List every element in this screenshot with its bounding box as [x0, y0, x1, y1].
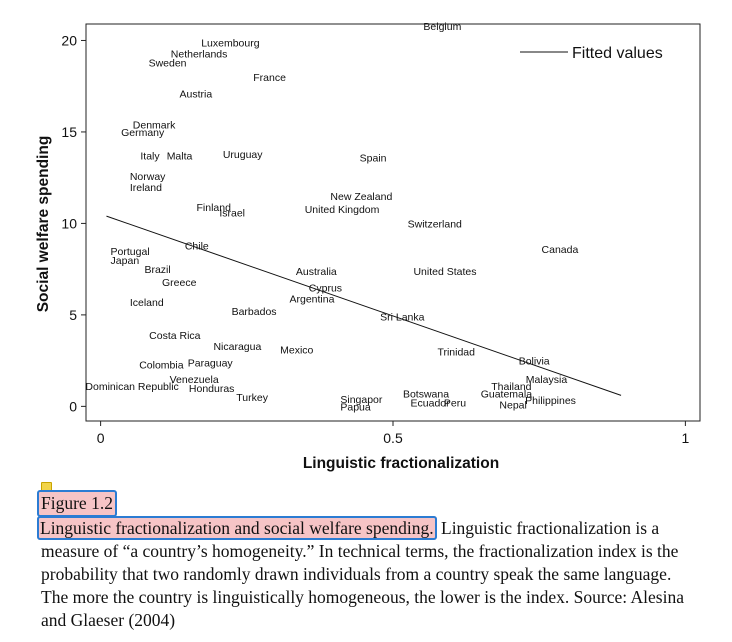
data-point: Singapor: [340, 394, 383, 406]
y-tick-label: 0: [69, 398, 77, 414]
data-point: Cyprus: [309, 282, 342, 294]
data-point: Germany: [121, 127, 165, 139]
x-axis-ticks: 0 0.5 1: [97, 421, 689, 446]
data-point: Philippines: [525, 395, 576, 407]
data-point: United Kingdom: [305, 204, 380, 216]
data-point: Portugal: [111, 246, 150, 258]
data-point: France: [253, 72, 286, 84]
data-point: Finland: [197, 202, 232, 214]
data-point: Netherlands: [171, 48, 228, 60]
figure-caption: Figure 1.2 Linguistic fractionalization …: [37, 490, 701, 632]
data-point: Peru: [444, 398, 466, 410]
data-point: Bolivia: [519, 356, 550, 368]
y-tick-label: 10: [61, 215, 77, 231]
data-point: Honduras: [189, 383, 235, 395]
y-axis-title: Social welfare spending: [35, 136, 52, 313]
data-point: Malaysia: [526, 374, 568, 386]
data-point: Malta: [167, 151, 193, 163]
data-point: Australia: [296, 266, 337, 278]
data-point: Belgium: [423, 21, 461, 33]
data-point: Barbados: [232, 306, 277, 318]
data-point: Costa Rica: [149, 330, 201, 342]
data-point: Italy: [140, 151, 160, 163]
y-tick-label: 20: [61, 32, 77, 48]
data-point: Luxembourg: [201, 37, 260, 49]
figure-title: Linguistic fractionalization and social …: [37, 516, 437, 540]
figure-body: Linguistic fractionalization is a measur…: [41, 518, 684, 630]
data-point: Spain: [360, 153, 387, 165]
x-tick-label: 0: [97, 430, 105, 446]
data-point: Greece: [162, 277, 197, 289]
data-point: Austria: [180, 89, 213, 101]
data-point: Trinidad: [437, 346, 475, 358]
data-point: Argentina: [289, 293, 334, 305]
x-axis-title: Linguistic fractionalization: [303, 455, 499, 472]
data-point: Botswana: [403, 389, 449, 401]
data-point: Chile: [185, 240, 209, 252]
data-point: Thailand: [491, 381, 531, 393]
data-point: New Zealand: [330, 191, 392, 203]
legend: Fitted values: [520, 45, 663, 62]
x-tick-label: 0.5: [383, 430, 403, 446]
data-point: Japan: [111, 255, 140, 267]
y-axis-ticks: 0 5 10 15 20: [61, 32, 86, 414]
data-point: Mexico: [280, 345, 313, 357]
x-tick-label: 1: [681, 430, 689, 446]
data-point: Ecuador: [411, 398, 451, 410]
data-point: Israel: [219, 207, 245, 219]
data-point: Iceland: [130, 297, 164, 309]
data-point: Uruguay: [223, 149, 263, 161]
data-point: Paraguay: [188, 357, 234, 369]
data-point: Guatemala: [481, 389, 533, 401]
data-point: Canada: [542, 244, 579, 256]
data-point: Switzerland: [408, 218, 462, 230]
data-point: Norway: [130, 171, 166, 183]
legend-label: Fitted values: [572, 45, 663, 62]
data-point: Dominican Republic: [85, 381, 178, 393]
y-tick-label: 5: [69, 307, 77, 323]
data-point: Sweden: [149, 57, 187, 69]
data-point: Nepal: [499, 400, 526, 412]
data-point: Nicaragua: [213, 341, 261, 353]
data-point: Venezuela: [170, 374, 219, 386]
data-point: Colombia: [139, 359, 184, 371]
data-point: Papua: [340, 401, 371, 413]
data-point: United States: [413, 266, 476, 278]
fitted-values-line: [106, 215, 622, 396]
figure-number: Figure 1.2: [37, 490, 117, 517]
data-point: Sri Lanka: [380, 312, 425, 324]
data-point: Denmark: [133, 120, 176, 132]
y-tick-label: 15: [61, 124, 77, 140]
data-point: Brazil: [144, 264, 170, 276]
data-point: Ireland: [130, 182, 162, 194]
data-point: Turkey: [236, 392, 268, 404]
